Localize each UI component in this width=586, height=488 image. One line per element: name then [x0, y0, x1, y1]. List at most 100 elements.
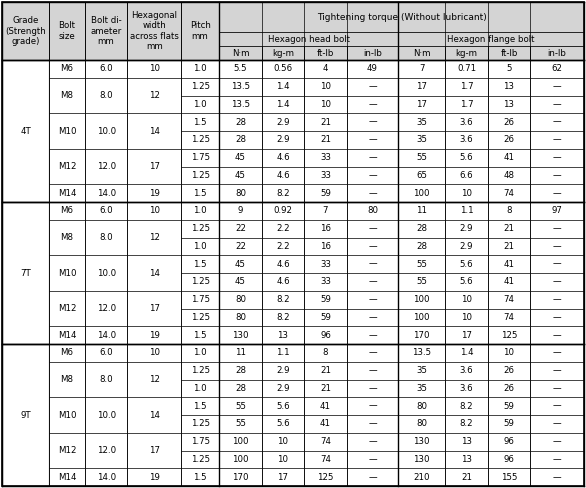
Bar	[530, 433, 584, 450]
Bar	[85, 433, 127, 468]
Text: 4.6: 4.6	[276, 260, 289, 268]
Text: 10: 10	[277, 455, 288, 464]
Bar	[347, 96, 398, 113]
Text: 41: 41	[503, 277, 515, 286]
Text: 13.5: 13.5	[231, 82, 250, 91]
Bar	[219, 220, 262, 238]
Bar	[49, 202, 85, 220]
Bar	[262, 131, 304, 149]
Bar	[304, 344, 347, 362]
Text: 1.25: 1.25	[190, 277, 210, 286]
Bar	[304, 220, 347, 238]
Bar	[347, 291, 398, 308]
Bar	[488, 202, 530, 220]
Bar	[181, 149, 219, 166]
Bar	[2, 184, 49, 202]
Bar	[49, 344, 85, 362]
Bar	[347, 184, 398, 202]
Text: —: —	[368, 224, 377, 233]
Bar	[398, 184, 445, 202]
Text: 17: 17	[149, 304, 160, 313]
Bar	[262, 380, 304, 397]
Bar	[181, 344, 219, 362]
Bar	[445, 291, 488, 308]
Text: 1.75: 1.75	[190, 437, 210, 446]
Bar	[49, 238, 85, 255]
Bar	[445, 468, 488, 486]
Bar	[181, 433, 219, 450]
Text: 96: 96	[503, 455, 515, 464]
Text: M10: M10	[57, 268, 76, 278]
Bar	[127, 113, 181, 131]
Bar	[49, 468, 85, 486]
Bar	[219, 46, 262, 60]
Text: 8.2: 8.2	[459, 402, 473, 410]
Bar	[488, 308, 530, 326]
Bar	[181, 380, 219, 397]
Text: 5.6: 5.6	[276, 419, 289, 428]
Bar	[49, 78, 85, 96]
Text: 8.2: 8.2	[276, 295, 289, 304]
Text: —: —	[368, 82, 377, 91]
Text: 1.5: 1.5	[193, 331, 207, 340]
Bar	[347, 78, 398, 96]
Bar	[219, 2, 584, 32]
Text: 1.0: 1.0	[193, 206, 207, 215]
Bar	[181, 273, 219, 291]
Bar	[530, 46, 584, 60]
Text: 13: 13	[277, 331, 288, 340]
Bar	[262, 113, 304, 131]
Bar	[2, 255, 49, 273]
Bar	[488, 113, 530, 131]
Text: 210: 210	[414, 472, 430, 482]
Bar	[49, 60, 85, 78]
Bar	[445, 113, 488, 131]
Bar	[2, 433, 49, 450]
Bar	[445, 202, 488, 220]
Bar	[530, 113, 584, 131]
Bar	[304, 78, 347, 96]
Text: 45: 45	[235, 277, 246, 286]
Bar	[219, 166, 262, 184]
Text: 26: 26	[503, 384, 515, 393]
Bar	[488, 78, 530, 96]
Bar	[2, 166, 49, 184]
Text: 10: 10	[149, 206, 160, 215]
Bar	[445, 184, 488, 202]
Bar	[488, 149, 530, 166]
Bar	[2, 202, 49, 220]
Bar	[304, 255, 347, 273]
Bar	[219, 255, 262, 273]
Bar	[530, 450, 584, 468]
Text: —: —	[368, 118, 377, 126]
Bar	[219, 149, 262, 166]
Text: —: —	[553, 260, 561, 268]
Bar	[181, 78, 219, 96]
Bar	[49, 2, 85, 60]
Text: 35: 35	[416, 118, 427, 126]
Bar	[488, 166, 530, 184]
Text: 17: 17	[416, 100, 427, 109]
Bar	[347, 149, 398, 166]
Text: 8: 8	[323, 348, 328, 357]
Bar	[488, 113, 530, 131]
Bar	[347, 238, 398, 255]
Text: 13: 13	[503, 100, 515, 109]
Bar	[219, 166, 262, 184]
Bar	[219, 326, 262, 344]
Bar	[181, 131, 219, 149]
Text: 10: 10	[320, 82, 331, 91]
Bar	[49, 113, 85, 131]
Bar	[49, 291, 85, 308]
Bar	[445, 380, 488, 397]
Bar	[530, 397, 584, 415]
Bar	[347, 166, 398, 184]
Text: —: —	[368, 348, 377, 357]
Bar	[304, 184, 347, 202]
Text: 80: 80	[367, 206, 378, 215]
Text: —: —	[368, 171, 377, 180]
Bar	[85, 202, 127, 220]
Bar	[127, 362, 181, 397]
Bar	[127, 450, 181, 468]
Bar	[304, 468, 347, 486]
